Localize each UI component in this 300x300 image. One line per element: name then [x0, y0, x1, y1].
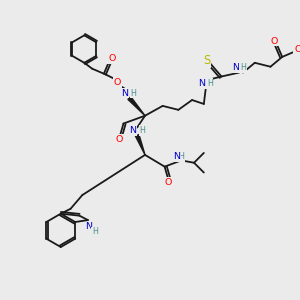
- Text: H: H: [130, 89, 136, 98]
- Text: O: O: [116, 135, 123, 144]
- Text: H: H: [178, 152, 184, 161]
- Text: H: H: [207, 79, 213, 88]
- Text: N: N: [121, 89, 128, 98]
- Text: O: O: [114, 78, 121, 87]
- Text: H: H: [139, 126, 145, 135]
- Text: H: H: [92, 227, 98, 236]
- Text: S: S: [203, 54, 210, 67]
- Text: N: N: [232, 63, 239, 72]
- Polygon shape: [128, 97, 145, 116]
- Text: N: N: [173, 152, 180, 161]
- Text: N: N: [85, 222, 92, 231]
- Text: O: O: [294, 45, 300, 54]
- Text: O: O: [108, 54, 116, 63]
- Text: O: O: [271, 37, 278, 46]
- Text: H: H: [240, 63, 246, 72]
- Text: N: N: [198, 79, 206, 88]
- Polygon shape: [135, 135, 145, 155]
- Text: N: N: [129, 126, 136, 135]
- Text: O: O: [165, 178, 172, 187]
